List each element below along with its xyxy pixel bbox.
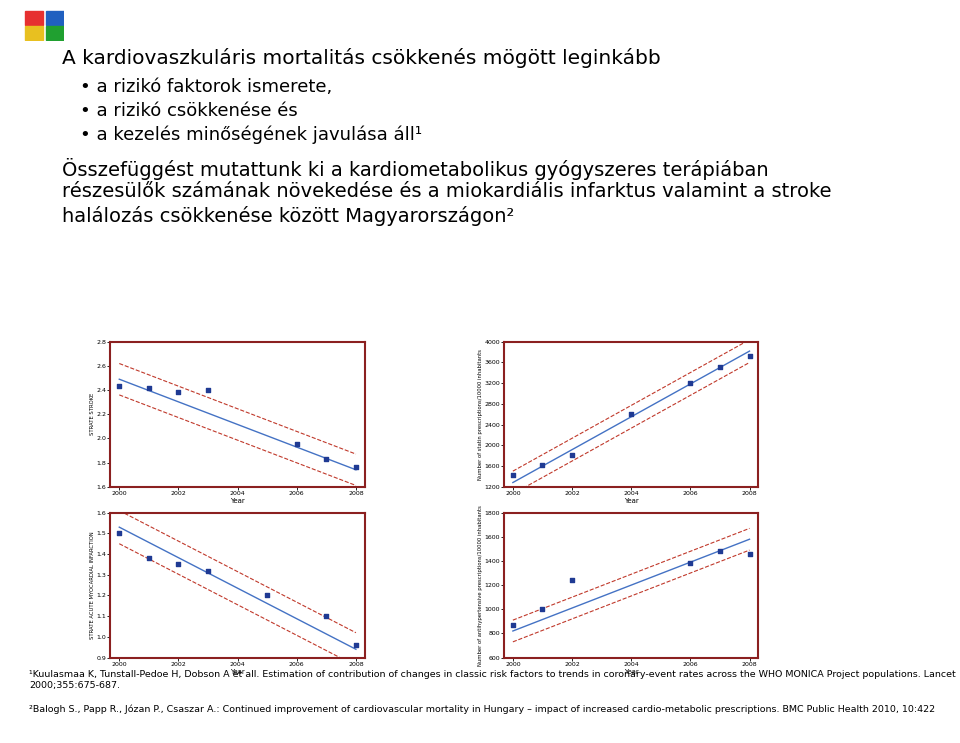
Point [348,639,364,651]
Point [683,557,698,569]
Y-axis label: Number of statin prescriptions/10000 inhabitants: Number of statin prescriptions/10000 inh… [478,348,483,480]
Text: ²Balogh S., Papp R., Józan P., Csaszar A.: Continued improvement of cardiovascul: ²Balogh S., Papp R., Józan P., Csaszar A… [29,704,935,714]
Point [712,360,728,372]
Point [319,610,334,622]
Bar [46,11,63,25]
Point [319,453,334,465]
Point [683,377,698,389]
Point [111,528,127,539]
Point [141,382,156,394]
Point [289,438,304,450]
Point [201,384,216,396]
Point [624,408,639,420]
Y-axis label: STRATE STROKE: STRATE STROKE [90,393,95,435]
Point [171,559,186,571]
Point [348,461,364,473]
Bar [25,26,42,39]
Point [505,619,520,631]
Text: A kardiovaszkuláris mortalitás csökkenés mögött leginkább: A kardiovaszkuláris mortalitás csökkenés… [61,48,660,68]
Text: Összefüggést mutattunk ki a kardiometabolikus gyógyszeres terápiában: Összefüggést mutattunk ki a kardiometabo… [61,158,768,180]
Text: • a kezelés minőségének javulása áll¹: • a kezelés minőségének javulása áll¹ [81,126,422,144]
Text: halálozás csökkenése között Magyarországon²: halálozás csökkenése között Magyarország… [61,206,514,226]
Point [171,386,186,398]
Point [505,470,520,481]
Text: • a rizikó faktorok ismerete,: • a rizikó faktorok ismerete, [81,78,333,96]
X-axis label: Year: Year [230,669,245,675]
Point [535,459,550,471]
X-axis label: Year: Year [624,669,638,675]
X-axis label: Year: Year [624,498,638,504]
Text: • a rizikó csökkenése és: • a rizikó csökkenése és [81,102,299,120]
Bar [46,26,63,39]
Point [742,548,757,559]
Point [564,449,580,461]
X-axis label: Year: Year [230,498,245,504]
Bar [25,11,42,25]
Point [742,351,757,363]
Y-axis label: Number of antihypertensive prescriptions/10000 inhabitants: Number of antihypertensive prescriptions… [478,504,483,666]
Point [535,603,550,615]
Y-axis label: STRATE ACUTE MYOCARDIAL INFARCTION: STRATE ACUTE MYOCARDIAL INFARCTION [90,531,95,639]
Point [259,589,275,601]
Text: részesülők számának növekedése és a miokardiális infarktus valamint a stroke: részesülők számának növekedése és a miok… [61,182,831,201]
Text: ¹Kuulasmaa K, Tunstall-Pedoe H, Dobson A et all. Estimation of contribution of c: ¹Kuulasmaa K, Tunstall-Pedoe H, Dobson A… [29,670,955,690]
Point [564,574,580,586]
Point [111,380,127,392]
Point [712,545,728,557]
Point [141,552,156,564]
Point [201,565,216,577]
